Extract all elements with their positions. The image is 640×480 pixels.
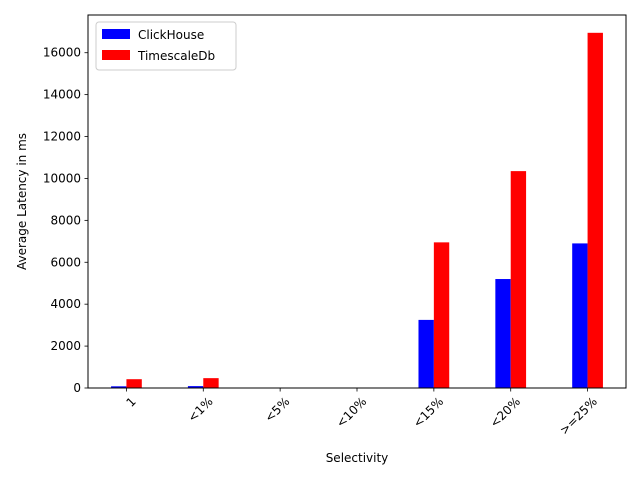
x-tick-label: 1 [123,394,138,409]
x-tick-label: <5% [262,394,292,424]
legend-swatch-timescaledb [102,50,130,60]
y-tick-label: 14000 [43,88,81,102]
bar-timescaledb-4 [433,242,450,388]
legend-box [95,21,237,71]
x-tick-label: >=25% [557,394,600,437]
x-axis-label: Selectivity [326,451,389,465]
legend-label-timescaledb: TimescaleDb [137,49,215,63]
y-axis-label: Average Latency in ms [15,133,29,270]
legend-label-clickhouse: ClickHouse [138,28,204,42]
y-tick-label: 0 [73,381,81,395]
bar-timescaledb-6 [587,32,603,388]
y-tick-label: 8000 [50,213,81,227]
bars-group [111,32,603,388]
y-tick-label: 10000 [43,171,81,185]
y-tick-label: 12000 [43,130,81,144]
plot-area-frame [87,14,627,389]
x-tick-label: <10% [333,394,369,430]
legend: ClickHouse TimescaleDb [95,21,237,71]
bar-timescaledb-1 [203,378,219,388]
x-tick-label: <20% [487,394,523,430]
bar-clickhouse-4 [418,319,434,388]
y-tick-label: 4000 [50,297,81,311]
bar-clickhouse-0 [111,386,127,388]
x-tick-label: <1% [185,394,215,424]
y-tick-label: 2000 [50,339,81,353]
y-axis: 0 2000 4000 6000 8000 10000 12000 14000 16000 [43,46,88,395]
bar-clickhouse-5 [495,279,511,388]
bar-clickhouse-6 [572,243,588,388]
y-tick-label: 16000 [43,46,81,60]
y-tick-label: 6000 [50,255,81,269]
legend-swatch-clickhouse [102,29,130,39]
bar-timescaledb-0 [126,379,142,388]
x-axis: 1 <1% <5% <10% <15% <20% >=25% [123,388,600,437]
bar-timescaledb-5 [510,171,527,388]
x-tick-label: <15% [410,394,446,430]
bar-clickhouse-1 [187,386,204,388]
